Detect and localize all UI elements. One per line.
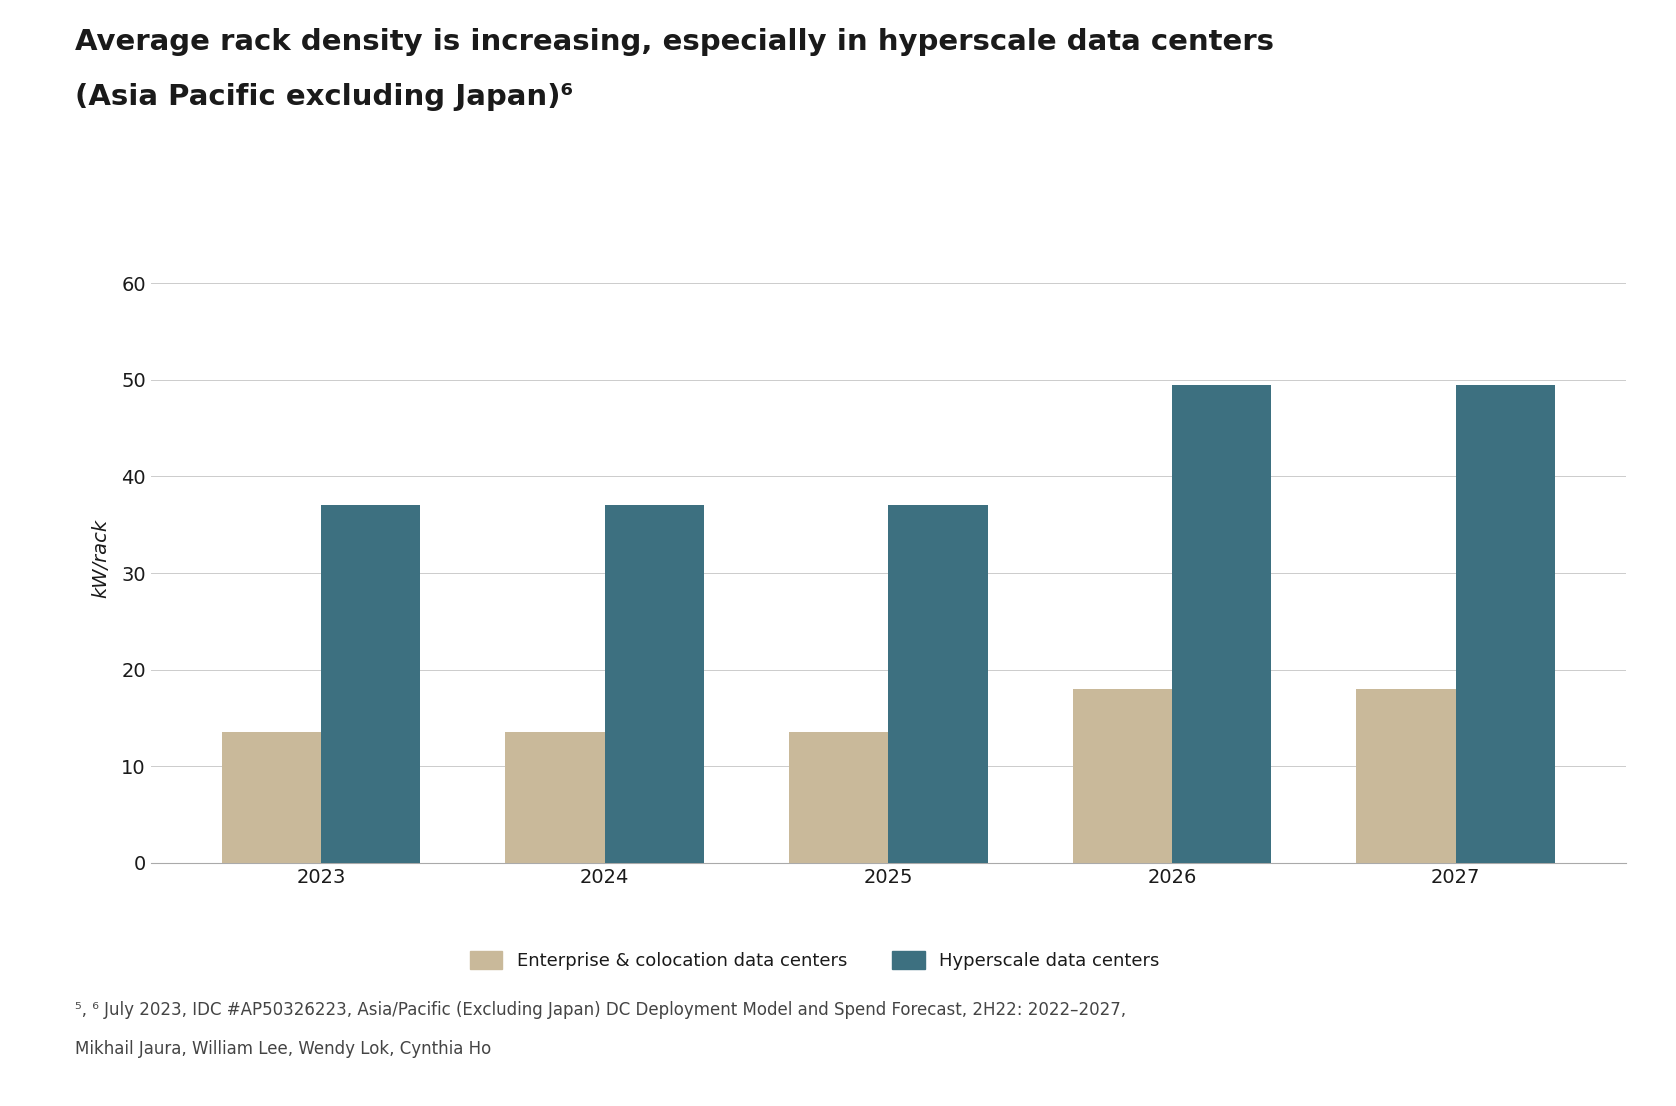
Bar xyxy=(322,505,421,863)
Bar xyxy=(1356,689,1455,863)
Text: (Asia Pacific excluding Japan)⁶: (Asia Pacific excluding Japan)⁶ xyxy=(75,83,573,111)
Text: Mikhail Jaura, William Lee, Wendy Lok, Cynthia Ho: Mikhail Jaura, William Lee, Wendy Lok, C… xyxy=(75,1040,491,1057)
Bar xyxy=(221,732,322,863)
Text: ⁵, ⁶ July 2023, IDC #AP50326223, Asia/Pacific (Excluding Japan) DC Deployment Mo: ⁵, ⁶ July 2023, IDC #AP50326223, Asia/Pa… xyxy=(75,1001,1126,1019)
Bar xyxy=(1455,385,1555,863)
Bar xyxy=(789,732,888,863)
Bar xyxy=(1073,689,1172,863)
Bar xyxy=(888,505,987,863)
Text: Average rack density is increasing, especially in hyperscale data centers: Average rack density is increasing, espe… xyxy=(75,28,1274,55)
Bar xyxy=(1172,385,1270,863)
Bar xyxy=(506,732,605,863)
Bar xyxy=(605,505,704,863)
Y-axis label: kW/rack: kW/rack xyxy=(91,519,111,598)
Legend: Enterprise & colocation data centers, Hyperscale data centers: Enterprise & colocation data centers, Hy… xyxy=(469,951,1160,970)
